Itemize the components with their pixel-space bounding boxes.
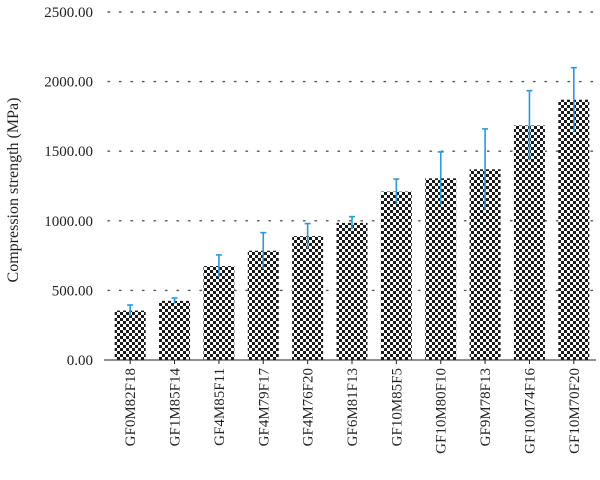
bar — [425, 178, 457, 360]
bar — [114, 310, 146, 360]
bar — [558, 99, 590, 361]
x-tick-label: GF4M76F20 — [301, 368, 317, 446]
x-tick-label: GF10M80F10 — [434, 368, 450, 454]
x-tick-label: GF4M79F17 — [256, 368, 272, 447]
x-tick-label: GF9M78F13 — [478, 368, 494, 446]
grid-lines — [107, 11, 597, 292]
y-tick-label: 500.00 — [52, 283, 93, 299]
x-tick-label: GF0M82F18 — [123, 368, 139, 446]
x-tick-label: GF1M85F14 — [168, 368, 184, 447]
y-tick-label: 0.00 — [67, 353, 93, 369]
y-axis: 0.00 500.00 1000.00 1500.00 2000.00 2500.00 — [44, 5, 93, 369]
x-tick-label: GF10M85F5 — [389, 368, 405, 446]
x-axis: GF0M82F18 GF1M85F14 GF4M85F11 GF4M79F17 GF4M… — [104, 359, 596, 454]
y-tick-label: 1000.00 — [44, 214, 93, 230]
bar — [292, 236, 324, 360]
y-tick-label: 2500.00 — [44, 5, 93, 21]
x-tick-label: GF4M85F11 — [212, 368, 228, 446]
x-tick-label: GF10M70F20 — [567, 368, 583, 454]
bar — [247, 250, 279, 360]
x-tick-label: GF10M74F16 — [522, 368, 538, 454]
y-tick-label: 2000.00 — [44, 75, 93, 91]
bar — [159, 300, 191, 360]
bar — [203, 266, 235, 360]
y-tick-label: 1500.00 — [44, 144, 93, 160]
bar — [380, 191, 412, 360]
error-bars — [127, 66, 577, 317]
bars — [114, 99, 590, 361]
y-axis-title: Compression strength (MPa) — [5, 98, 22, 283]
x-tick-label: GF6M81F13 — [345, 368, 361, 446]
bar — [513, 125, 545, 360]
bar — [336, 222, 368, 360]
